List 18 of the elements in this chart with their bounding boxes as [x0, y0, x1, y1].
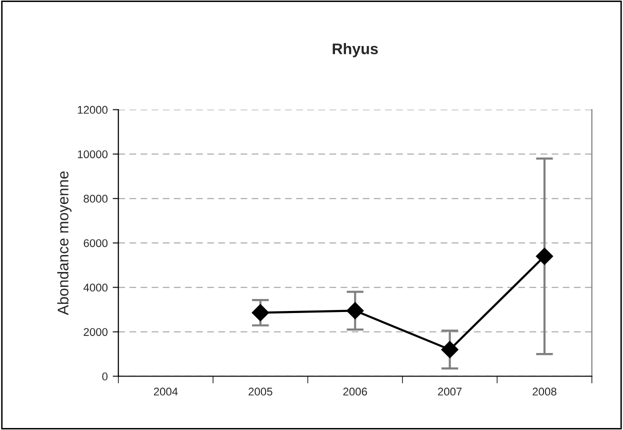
- point: [441, 341, 458, 358]
- point: [252, 304, 269, 322]
- x-tick-label: 2006: [343, 388, 367, 396]
- y-axis-title: Abondance moyenne: [57, 171, 72, 316]
- chart-title: Rhyus: [332, 43, 378, 58]
- x-tick-label: 2007: [438, 388, 462, 396]
- y-tick-label: 6000: [84, 239, 108, 248]
- y-tick-label: 2000: [84, 328, 108, 336]
- y-tick-label: 10000: [78, 150, 108, 158]
- y-tick-label: 4000: [83, 284, 108, 292]
- y-tick-label: 8000: [84, 194, 108, 203]
- point: [536, 248, 554, 265]
- x-tick-label: 2004: [154, 388, 178, 396]
- x-tick-label: 2008: [532, 388, 556, 396]
- y-tick-label: 12000: [78, 106, 108, 114]
- point: [346, 302, 364, 320]
- x-tick-label: 2005: [248, 388, 272, 396]
- y-tick-label: 0: [102, 372, 108, 380]
